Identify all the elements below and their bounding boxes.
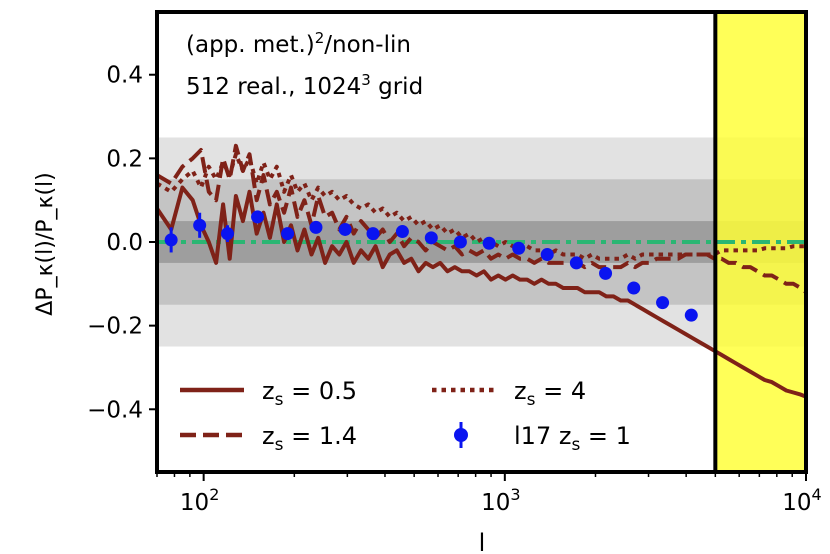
l17-point-17 [656,296,670,310]
y-tick-label-4: −0.4 [87,397,143,423]
legend-swatch-l17-marker [454,428,468,442]
l17-point-16 [627,281,641,295]
l17-point-10 [453,235,467,249]
x-tick-label-1: 103 [481,485,520,516]
legend-label-z4: zs = 4 [514,377,586,410]
y-tick-label-1: 0.2 [106,146,143,172]
l17-point-0 [164,233,178,247]
series-line-0 [155,185,807,399]
x-tick-label-2: 104 [782,485,821,516]
y-tick-label-2: 0.0 [106,230,143,256]
legend-label-l17: l17 zs = 1 [514,422,631,455]
annotation-line-2: 512 real., 10243 grid [186,71,423,100]
l17-point-15 [599,266,613,280]
l17-point-5 [309,220,323,234]
legend: zs = 0.5 zs = 1.4 zs = 4 l17 zs = 1 [180,377,631,455]
l17-point-14 [569,256,583,270]
l17-point-4 [281,227,295,241]
legend-label-z05: zs = 0.5 [262,377,357,410]
l17-point-7 [366,227,380,241]
y-tick-label-0: 0.4 [106,63,143,89]
l17-point-2 [220,227,234,241]
l17-point-13 [540,248,554,262]
l17-point-8 [395,225,409,239]
x-axis-label: l [479,529,486,554]
x-axis: 102 103 104 [156,472,822,516]
l17-point-1 [193,218,207,232]
l17-point-6 [338,222,352,236]
x-tick-label-0: 102 [180,485,219,516]
series-line-1 [155,143,808,294]
y-axis-label: ΔP_κ(l)/P_κ(l) [33,172,58,315]
y-tick-label-3: −0.2 [87,314,143,340]
l17-point-11 [482,236,496,250]
annotation-line-1: (app. met.)2/non-lin [186,29,411,58]
y-axis: 0.4 0.2 0.0 −0.2 −0.4 [87,63,157,423]
l17-point-9 [424,231,438,245]
l17-point-12 [512,241,526,255]
l17-point-18 [684,308,698,322]
legend-label-z14: zs = 1.4 [262,422,357,455]
l17-point-3 [251,210,265,224]
l17-points [164,210,698,322]
